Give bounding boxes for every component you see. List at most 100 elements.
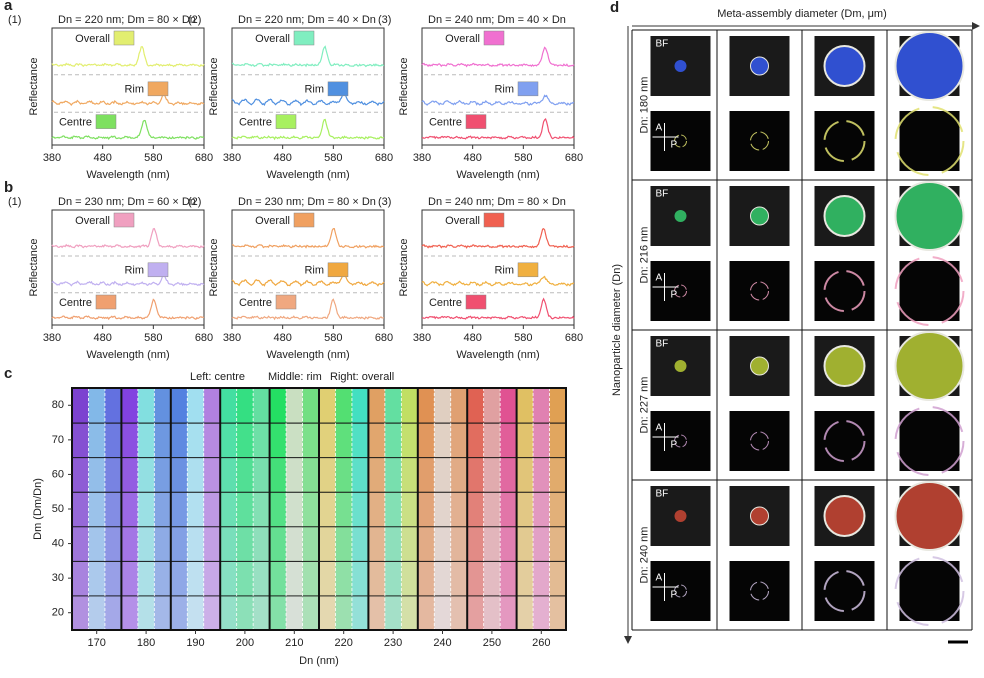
row-label: Dn: 180 nm (638, 77, 650, 134)
cell-tint (335, 595, 353, 630)
cell-tint (203, 422, 221, 458)
color-cell (253, 388, 270, 423)
color-cell (137, 422, 155, 458)
assembly (823, 495, 866, 537)
cell-tint (236, 422, 254, 458)
analyzer-label: A (656, 573, 663, 584)
cell-tint (286, 457, 303, 492)
x-tick-label: 680 (195, 332, 213, 344)
cell-tint (434, 595, 452, 630)
cell-tint (467, 526, 484, 561)
analyzer-label: A (656, 423, 663, 434)
legend-swatch (113, 212, 135, 228)
cell-tint (401, 560, 419, 596)
cell-tint (137, 457, 155, 492)
cell-tint (236, 560, 254, 596)
micrograph (899, 411, 960, 471)
cell-tint (319, 595, 336, 630)
color-cell (302, 457, 320, 492)
cell-tint (335, 422, 353, 458)
legend-swatch (517, 81, 539, 97)
assembly-ring (894, 256, 965, 326)
x-tick-label: 380 (43, 152, 61, 164)
x-tick-label: 580 (514, 332, 532, 344)
cell-tint (384, 457, 402, 492)
color-cell (384, 560, 402, 596)
assembly (750, 356, 769, 376)
spectrum (51, 298, 205, 321)
color-cell (483, 560, 501, 596)
cell-tint (368, 491, 386, 527)
cell-tint (253, 422, 270, 458)
color-cell (286, 388, 303, 423)
color-cell (253, 457, 270, 492)
plot-title: Dn = 240 nm; Dm = 80 × Dn (428, 196, 566, 208)
cell-tint (384, 595, 402, 630)
assembly (674, 360, 687, 372)
color-cell (253, 491, 270, 527)
panel-label: a (4, 0, 13, 14)
cell-tint (533, 560, 550, 596)
color-cell (203, 526, 221, 561)
cell-tint (220, 526, 237, 561)
cell-tint (236, 457, 254, 492)
cell-tint (483, 457, 501, 492)
micrograph (650, 411, 711, 471)
axis-title: Nanoparticle diameter (Dn) (611, 264, 623, 396)
color-cell (516, 491, 534, 527)
cell-tint (417, 526, 435, 561)
x-tick-label: 380 (223, 152, 241, 164)
legend-swatch (327, 262, 349, 278)
color-cell (450, 422, 468, 458)
assembly (894, 331, 965, 401)
cell-tint (483, 526, 501, 561)
assembly (894, 31, 965, 101)
legend-label: Rim (124, 84, 144, 96)
x-tick-label: 480 (463, 152, 481, 164)
assembly-ring (894, 106, 965, 176)
assembly-ring (894, 406, 965, 476)
cell-tint (467, 422, 484, 458)
analyzer-label: A (656, 123, 663, 134)
legend-swatch (95, 114, 117, 129)
bf-label: BF (656, 39, 669, 50)
color-cell (170, 422, 188, 458)
cell-tint (417, 491, 435, 527)
cell-tint (302, 595, 320, 630)
color-cell (88, 422, 106, 458)
cell-tint (516, 457, 534, 492)
color-cell (368, 422, 386, 458)
cell-tint (384, 491, 402, 527)
spectrum (51, 46, 205, 68)
x-axis-label: Wavelength (nm) (266, 169, 349, 181)
spectrum (231, 94, 385, 107)
cell-tint (335, 560, 353, 596)
cell-tint (516, 491, 534, 527)
color-cell (203, 388, 221, 423)
legend-swatch (465, 114, 487, 129)
x-tick-label: 250 (483, 637, 501, 649)
color-cell (88, 457, 106, 492)
cell-tint (450, 491, 468, 527)
cell-tint (483, 422, 501, 458)
color-cell (549, 526, 567, 561)
color-cell (170, 491, 188, 527)
legend-label: Centre (239, 117, 272, 129)
spectrum (231, 298, 384, 321)
cell-tint (286, 526, 303, 561)
bf-label: BF (656, 489, 669, 500)
cell-tint (450, 595, 468, 630)
spectrum (51, 119, 205, 140)
color-cell (253, 526, 270, 561)
cell-tint (72, 457, 89, 492)
color-cell (467, 526, 484, 561)
cell-tint (549, 526, 567, 561)
plot-title: Dn = 240 nm; Dm = 40 × Dn (428, 14, 566, 26)
color-cell (384, 526, 402, 561)
cell-tint (154, 526, 172, 561)
color-cell (417, 422, 435, 458)
x-tick-label: 480 (93, 332, 111, 344)
x-tick-label: 680 (375, 332, 393, 344)
color-cell (417, 491, 435, 527)
